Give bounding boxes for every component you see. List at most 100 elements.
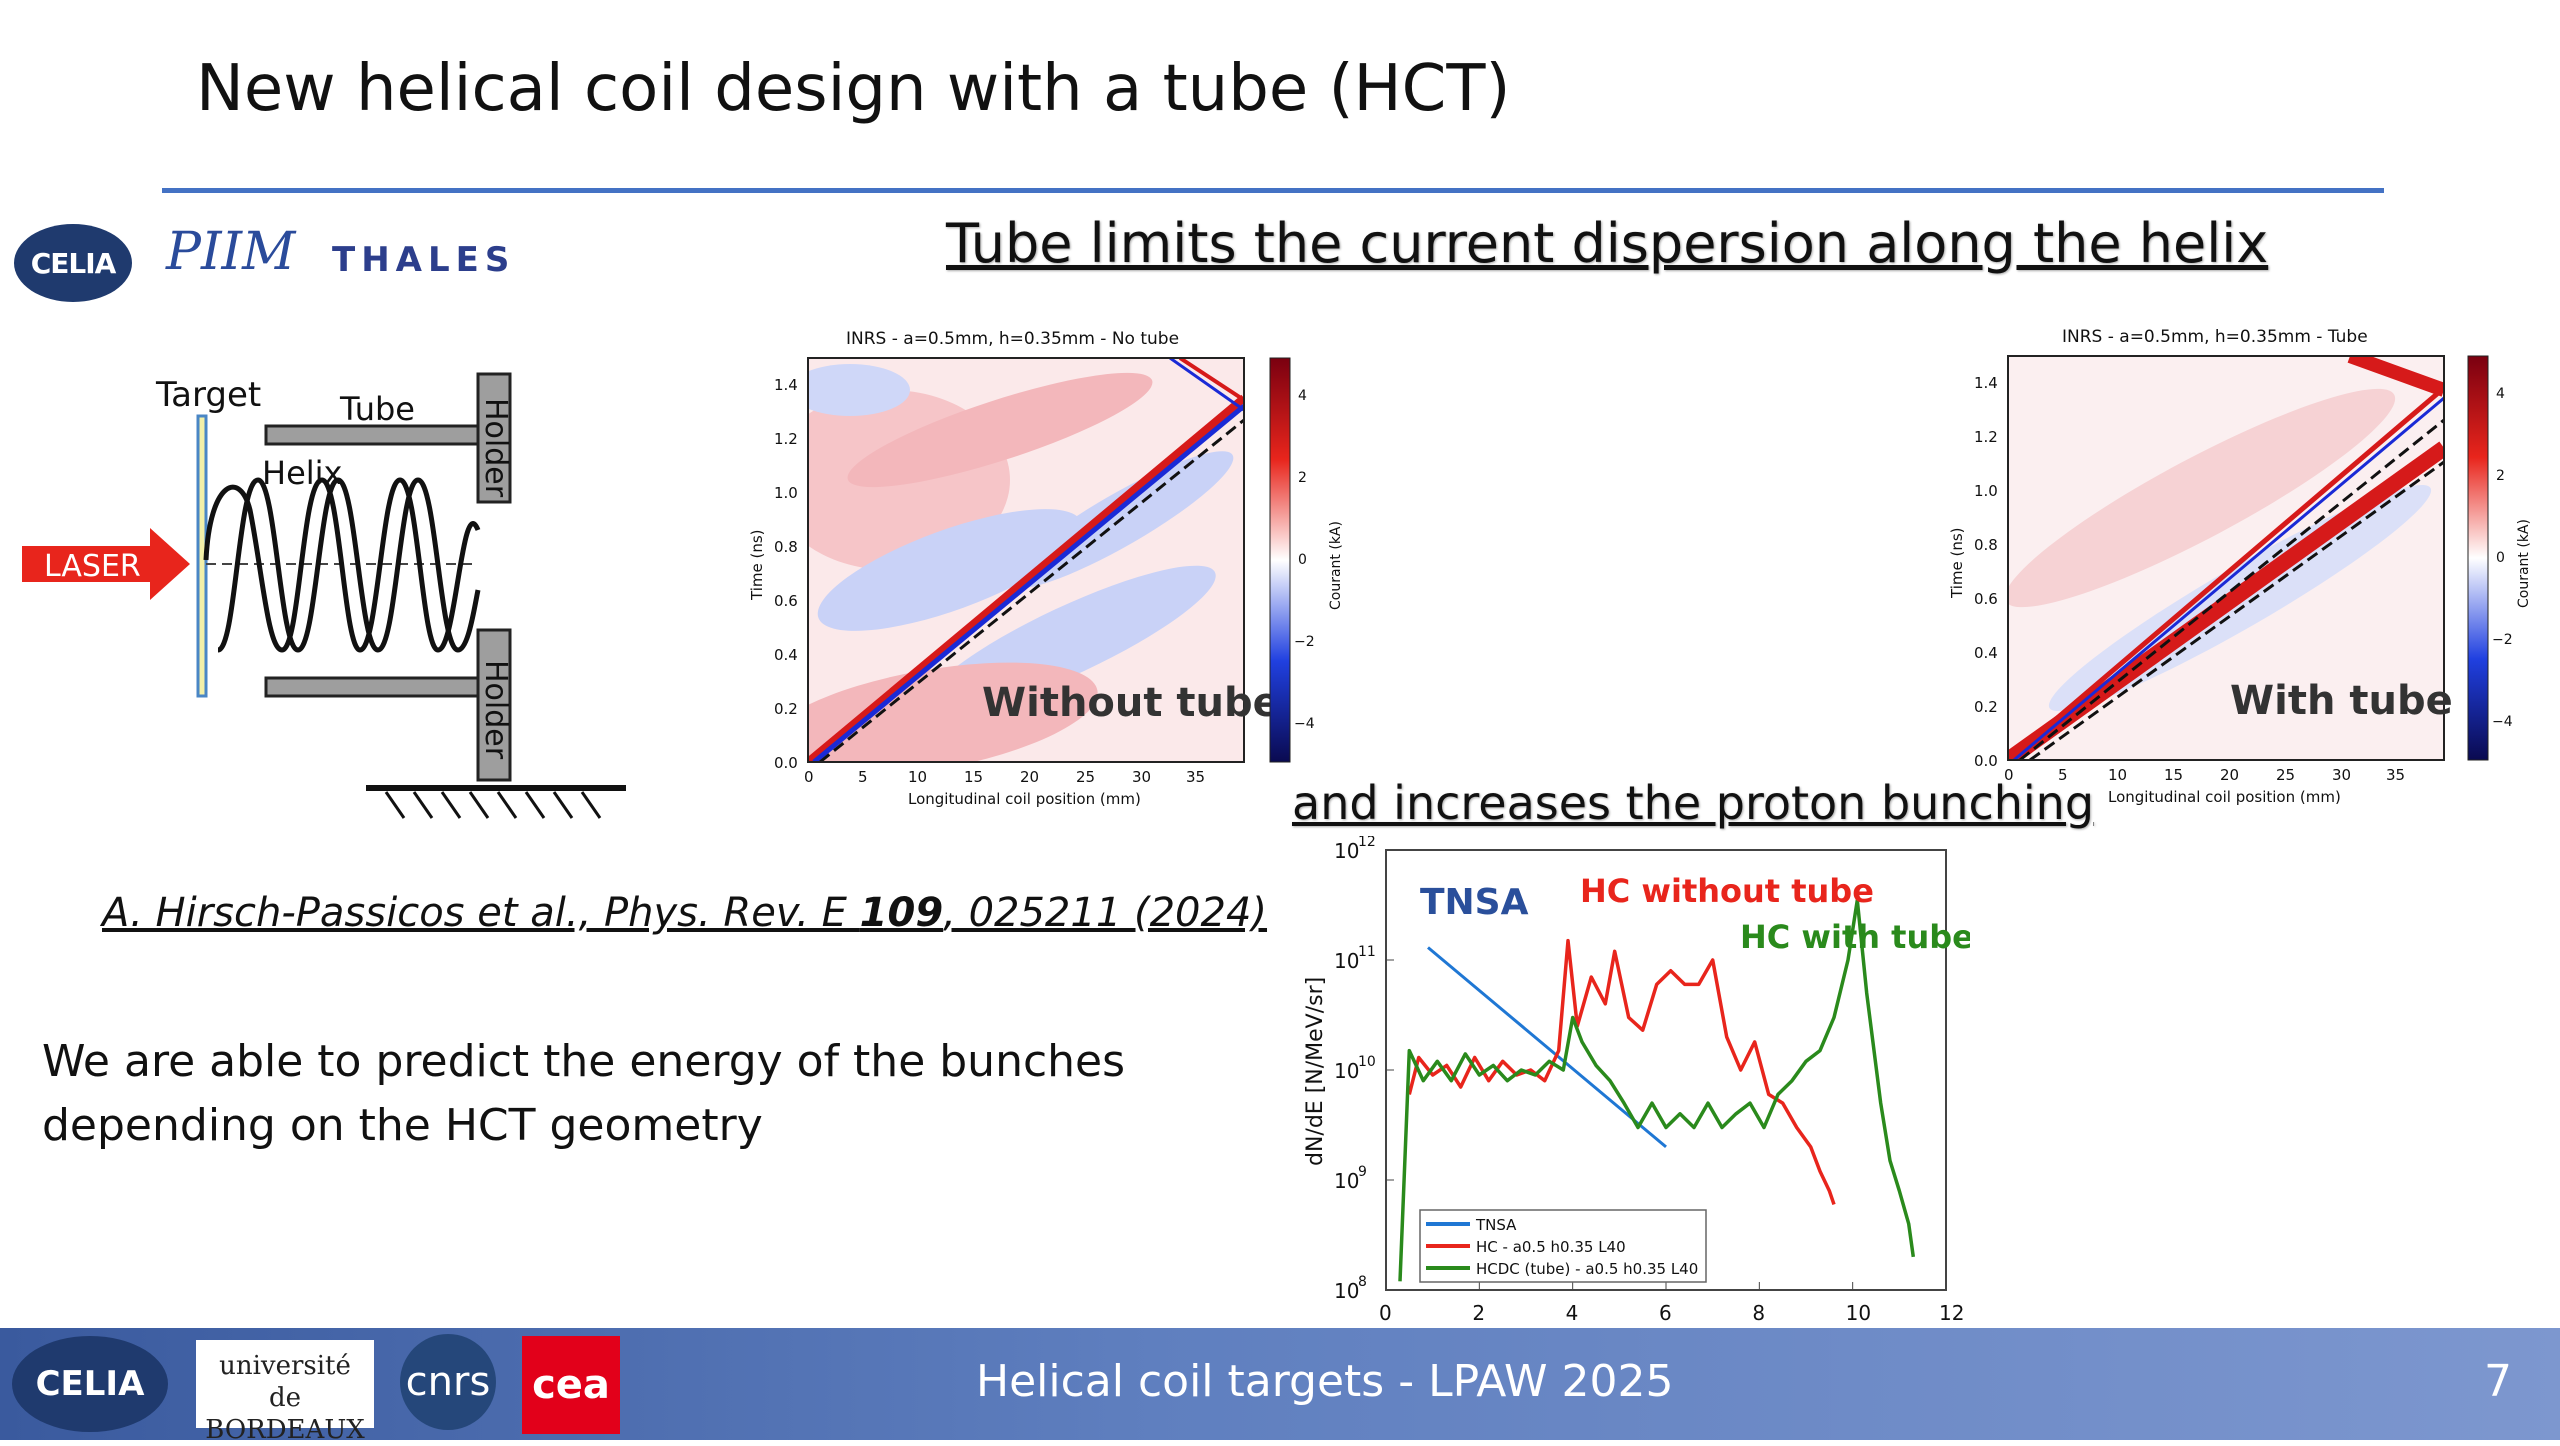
map-left-cbar-label: Courant (kA) <box>1328 521 1344 610</box>
xtick: 35 <box>1186 768 1205 786</box>
ytick: 0.8 <box>1974 536 1998 554</box>
ytick-exponent: 11 <box>1358 944 1376 960</box>
xtick: 0 <box>2004 766 2014 784</box>
xtick: 5 <box>2058 766 2068 784</box>
ctick: 0 <box>2496 550 2505 566</box>
bordeaux-line-1: université <box>219 1351 351 1381</box>
ytick: 0.8 <box>774 538 798 556</box>
map-right-ylabel: Time (ns) <box>1948 527 1966 599</box>
xtick: 30 <box>2332 766 2351 784</box>
ytick-label: 10 <box>1334 1059 1359 1083</box>
footer-cnrs-logo: cnrs <box>400 1334 496 1430</box>
tube-bottom <box>264 676 480 698</box>
xtick-label: 8 <box>1752 1301 1765 1325</box>
xtick: 25 <box>1076 768 1095 786</box>
holder-top-label: Holder <box>478 398 513 498</box>
ytick: 1.4 <box>1974 374 1998 392</box>
legend-hc: HC - a0.5 h0.35 L40 <box>1476 1238 1626 1256</box>
ytick: 1.2 <box>774 430 798 448</box>
footer-bordeaux-logo: université de BORDEAUX <box>196 1340 374 1445</box>
xtick-label: 6 <box>1659 1301 1672 1325</box>
map-right-title: INRS - a=0.5mm, h=0.35mm - Tube <box>2062 327 2368 347</box>
ctick: 4 <box>1298 388 1307 404</box>
legend-tnsa: TNSA <box>1475 1216 1517 1234</box>
map-left-ylabel: Time (ns) <box>748 529 766 601</box>
helix-label: Helix <box>262 454 342 492</box>
chart-ylabel: dN/dE [N/MeV/sr] <box>1303 977 1328 1166</box>
title-rule <box>162 188 2384 193</box>
footer-cea-logo: cea <box>522 1336 620 1434</box>
ytick: 1.2 <box>1974 428 1998 446</box>
ytick-label: 10 <box>1334 1169 1359 1193</box>
ytick: 0.0 <box>774 754 798 772</box>
xtick: 15 <box>964 768 983 786</box>
ytick-exponent: 12 <box>1358 836 1376 850</box>
xtick: 10 <box>908 768 927 786</box>
ytick: 0.4 <box>1974 644 1998 662</box>
xtick: 15 <box>2164 766 2183 784</box>
heading-proton-bunching: and increases the proton bunching <box>1292 776 2095 830</box>
footer-title: Helical coil targets - LPAW 2025 <box>976 1356 1674 1407</box>
map-left-title: INRS - a=0.5mm, h=0.35mm - No tube <box>846 329 1179 349</box>
overlay-without-tube: Without tube <box>982 680 1280 726</box>
ytick-exponent: 10 <box>1358 1054 1376 1070</box>
xtick: 0 <box>804 768 814 786</box>
xtick: 5 <box>858 768 868 786</box>
bordeaux-line-2: de BORDEAUX <box>205 1383 365 1445</box>
slide-title: New helical coil design with a tube (HCT… <box>196 52 1511 126</box>
series-tnsa <box>1427 946 1667 1149</box>
xtick: 20 <box>2220 766 2239 784</box>
holder-bottom-label: Holder <box>478 660 513 760</box>
ctick: −2 <box>2492 632 2513 648</box>
xtick-label: 10 <box>1846 1301 1871 1325</box>
map-left-xlabel: Longitudinal coil position (mm) <box>908 790 1141 808</box>
hct-diagram: LASER Target Tube Helix Holder Holder <box>22 372 626 819</box>
overlay-with-tube: With tube <box>2230 678 2453 724</box>
annotation-hc-without: HC without tube <box>1580 872 1874 910</box>
ctick: 2 <box>2496 468 2505 484</box>
citation-link[interactable]: A. Hirsch-Passicos et al., Phys. Rev. E … <box>102 890 1267 936</box>
ctick: 4 <box>2496 386 2505 402</box>
body-text: We are able to predict the energy of the… <box>42 1030 1222 1158</box>
ytick-exponent: 8 <box>1358 1274 1367 1290</box>
ytick-exponent: 9 <box>1358 1164 1367 1180</box>
annotation-tnsa: TNSA <box>1420 882 1529 923</box>
colorbar-right <box>2467 355 2489 761</box>
ytick: 0.2 <box>1974 698 1998 716</box>
ytick: 0.2 <box>774 700 798 718</box>
xtick-label: 12 <box>1939 1301 1964 1325</box>
ytick: 1.0 <box>774 484 798 502</box>
tube-label: Tube <box>339 390 415 428</box>
ytick-label: 10 <box>1334 1279 1359 1303</box>
body-line-2: depending on the HCT geometry <box>42 1100 763 1151</box>
legend-hcdc: HCDC (tube) - a0.5 h0.35 L40 <box>1476 1260 1698 1278</box>
ytick: 0.4 <box>774 646 798 664</box>
citation-suffix: , 025211 (2024) <box>943 890 1268 936</box>
ytick: 1.4 <box>774 376 798 394</box>
ytick: 0.0 <box>1974 752 1998 770</box>
ytick: 0.6 <box>1974 590 1998 608</box>
ytick-label: 10 <box>1334 949 1359 973</box>
laser-label: LASER <box>44 549 141 584</box>
laser-arrow <box>22 528 190 600</box>
target-label: Target <box>155 375 261 415</box>
helix-coil <box>203 477 481 653</box>
xtick-label: 4 <box>1566 1301 1579 1325</box>
page-number: 7 <box>2484 1356 2512 1407</box>
map-left-xticks: 0 5 10 15 20 25 30 35 <box>804 768 1205 786</box>
footer-celia-logo: CELIA <box>12 1336 168 1432</box>
thales-logo: THALES <box>332 240 516 280</box>
ctick: −2 <box>1294 634 1315 650</box>
citation-volume: 109 <box>859 890 944 936</box>
current-map-no-tube: INRS - a=0.5mm, h=0.35mm - No tube 0.0 0… <box>748 329 1344 808</box>
xtick: 20 <box>1020 768 1039 786</box>
holder-bottom <box>476 628 512 782</box>
ctick: −4 <box>2492 714 2513 730</box>
map-right-cbar-label: Courant (kA) <box>2516 519 2532 608</box>
series-hcdc <box>1398 898 1916 1282</box>
heading-tube-limits: Tube limits the current dispersion along… <box>946 212 2269 275</box>
ytick-label: 10 <box>1334 839 1359 863</box>
xtick: 30 <box>1132 768 1151 786</box>
xtick: 25 <box>2276 766 2295 784</box>
